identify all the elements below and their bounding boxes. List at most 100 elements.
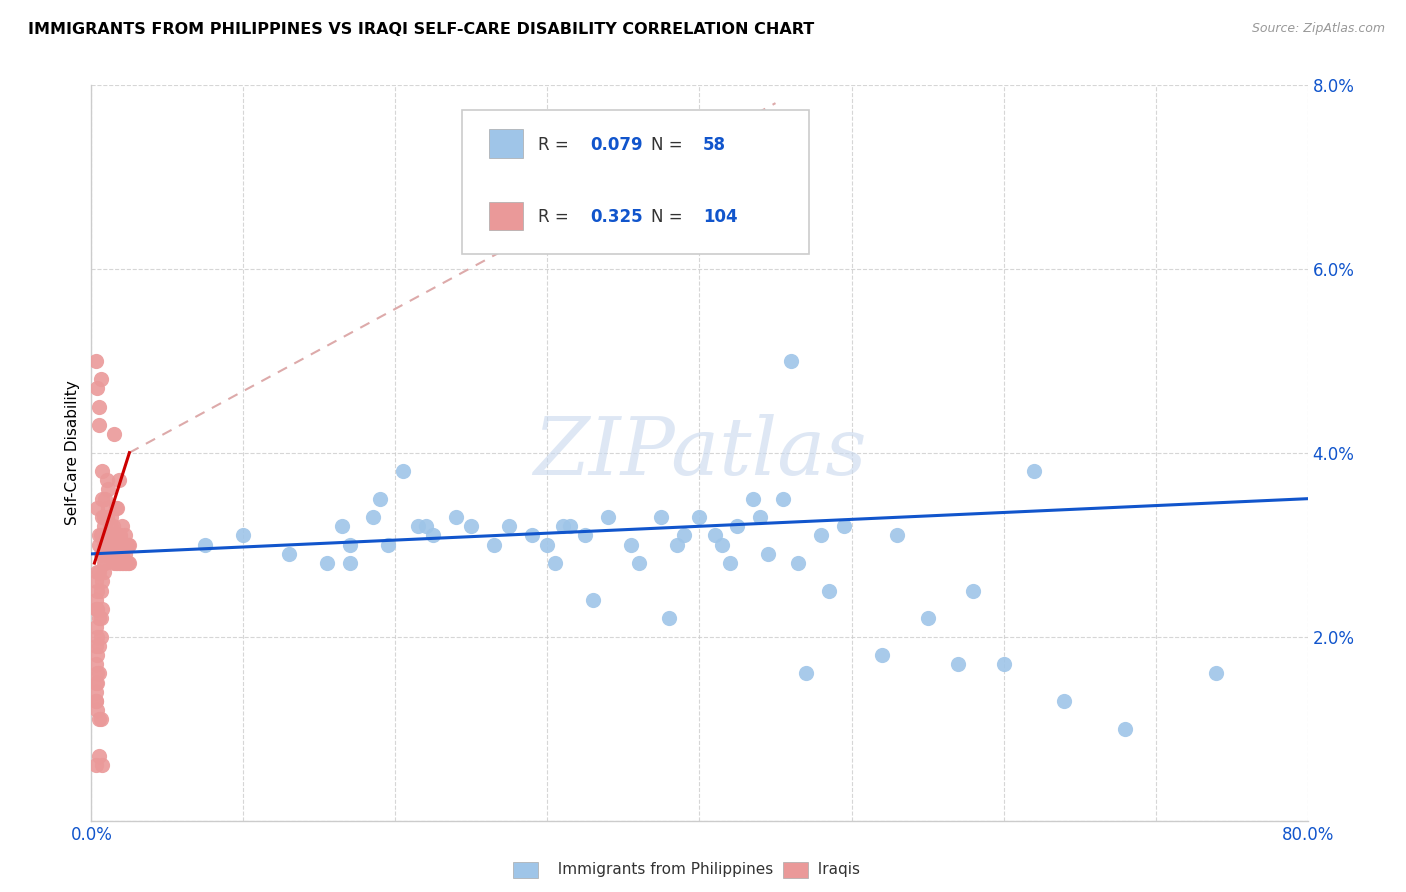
Text: N =: N = [651,208,688,227]
Point [87,538,110,552]
Text: IMMIGRANTS FROM PHILIPPINES VS IRAQI SELF-CARE DISABILITY CORRELATION CHART: IMMIGRANTS FROM PHILIPPINES VS IRAQI SEL… [28,22,814,37]
Point [94,556,117,570]
Point [97,547,120,561]
Point [96,510,118,524]
Point [582,592,605,607]
Point [232,528,254,542]
Point [727,519,749,533]
Text: 104: 104 [703,208,738,227]
Point [111,556,134,570]
Point [91,574,114,589]
Point [688,510,710,524]
Point [787,556,810,570]
Point [86,583,108,598]
Point [832,519,855,533]
Point [93,510,115,524]
Point [415,519,437,533]
Point [101,519,124,533]
Point [1053,694,1076,708]
Point [91,510,114,524]
Point [544,556,567,570]
Point [96,538,118,552]
Point [103,538,125,552]
Point [87,528,110,542]
Point [104,538,127,552]
Point [87,713,110,727]
Point [89,713,111,727]
Point [86,381,108,395]
Point [107,556,129,570]
Point [87,566,110,580]
Text: 0.325: 0.325 [591,208,643,227]
Point [98,519,121,533]
Point [100,510,122,524]
Point [84,620,107,634]
Point [104,500,127,515]
Point [658,611,681,625]
Point [84,639,107,653]
Point [560,519,582,533]
Point [110,528,132,542]
Text: 58: 58 [703,136,725,154]
Point [946,657,969,672]
Point [105,538,128,552]
Point [115,538,138,552]
Point [104,556,127,570]
Point [103,427,125,442]
Point [422,528,444,542]
Point [756,547,779,561]
Point [105,500,128,515]
Point [107,547,129,561]
Point [84,592,107,607]
Point [96,473,118,487]
Point [741,491,763,506]
Point [779,353,801,368]
Point [444,510,467,524]
Point [84,694,107,708]
Text: R =: R = [537,136,574,154]
FancyBboxPatch shape [489,202,523,230]
Point [84,758,107,772]
Point [111,519,134,533]
Point [574,528,596,542]
Point [598,510,620,524]
Point [105,556,128,570]
Point [118,556,141,570]
Point [93,519,115,533]
Point [87,749,110,764]
Point [117,556,139,570]
Point [89,547,111,561]
Point [91,758,114,772]
Point [392,464,415,478]
Text: N =: N = [651,136,688,154]
Point [91,464,114,478]
Text: Immigrants from Philippines: Immigrants from Philippines [548,863,773,877]
Point [993,657,1015,672]
Point [536,538,558,552]
Point [114,556,136,570]
Point [84,657,107,672]
Point [522,528,544,542]
FancyBboxPatch shape [463,111,808,254]
Point [114,528,136,542]
Point [87,666,110,681]
Text: 0.079: 0.079 [591,136,643,154]
Point [118,538,141,552]
Point [665,538,688,552]
Point [98,547,121,561]
Point [97,500,120,515]
Point [86,566,108,580]
Point [110,556,132,570]
Point [886,528,908,542]
Point [112,556,135,570]
Point [278,547,301,561]
Point [484,538,506,552]
Point [100,547,122,561]
Point [498,519,520,533]
Point [339,556,361,570]
Point [97,528,120,542]
Point [89,583,111,598]
Point [86,666,108,681]
Point [101,538,124,552]
Point [87,611,110,625]
